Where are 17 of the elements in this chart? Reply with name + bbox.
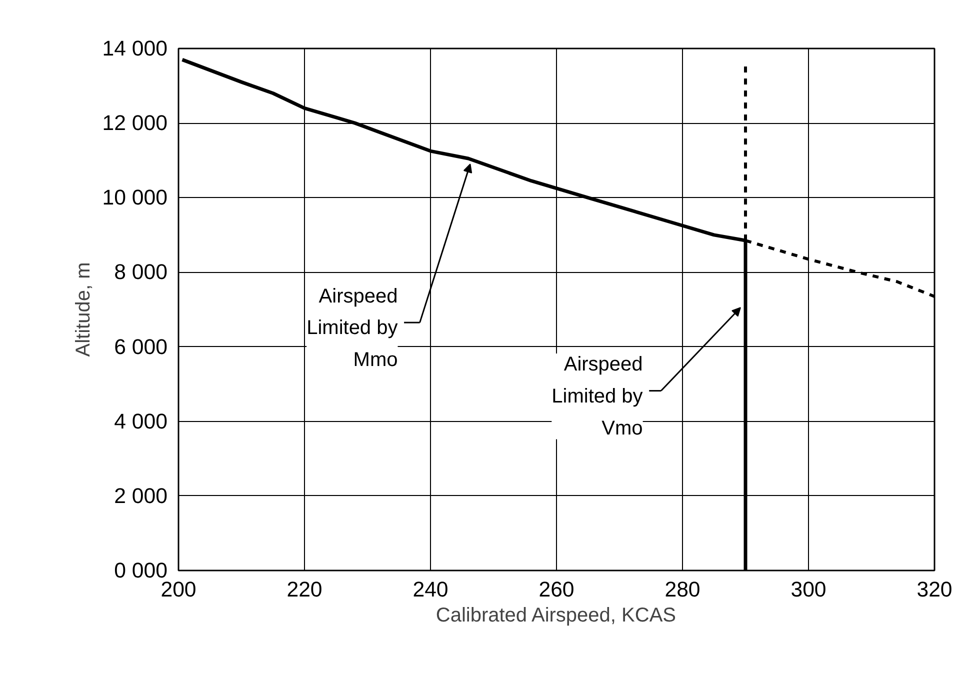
y-tick-label: 6 000 [114,334,168,359]
x-tick-label: 260 [538,578,574,602]
x-tick-label: 240 [412,578,448,602]
x-tick-label: 320 [916,578,952,602]
y-tick-label: 2 000 [114,484,168,508]
x-tick-label: 280 [664,578,700,602]
y-tick-label: 4 000 [114,409,168,434]
y-tick-label: 14 000 [102,36,168,60]
y-tick-label: 12 000 [102,111,168,136]
x-axis-title: Calibrated Airspeed, KCAS [436,604,676,626]
x-tick-label: 300 [790,578,826,602]
y-axis-title: Altitude, m [72,262,94,357]
y-tick-label: 10 000 [102,186,168,210]
annotation: Airspeed Limited by Vmo [552,353,643,440]
y-tick-label: 8 000 [114,260,168,284]
x-tick-label: 220 [286,578,322,602]
annotation: Airspeed Limited by Mmo [306,285,398,372]
